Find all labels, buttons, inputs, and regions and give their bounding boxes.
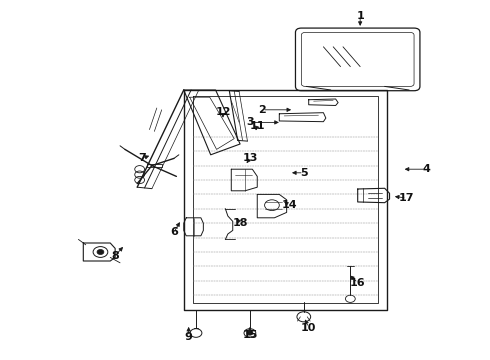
Text: 9: 9	[185, 332, 193, 342]
FancyBboxPatch shape	[295, 28, 420, 91]
Text: 10: 10	[301, 323, 317, 333]
Text: 1: 1	[356, 11, 364, 21]
Text: 12: 12	[215, 107, 231, 117]
Text: 4: 4	[422, 164, 430, 174]
Text: 11: 11	[249, 121, 265, 131]
Text: 2: 2	[258, 105, 266, 115]
Text: 16: 16	[350, 278, 366, 288]
Text: 18: 18	[232, 218, 248, 228]
Text: 7: 7	[138, 153, 146, 163]
Circle shape	[247, 331, 253, 335]
Text: 13: 13	[242, 153, 258, 163]
Text: 17: 17	[399, 193, 415, 203]
Text: 5: 5	[300, 168, 308, 178]
Text: 3: 3	[246, 117, 254, 127]
Text: 8: 8	[111, 251, 119, 261]
Circle shape	[97, 249, 104, 255]
Text: 14: 14	[281, 200, 297, 210]
Text: 15: 15	[242, 330, 258, 340]
Text: 6: 6	[170, 227, 178, 237]
